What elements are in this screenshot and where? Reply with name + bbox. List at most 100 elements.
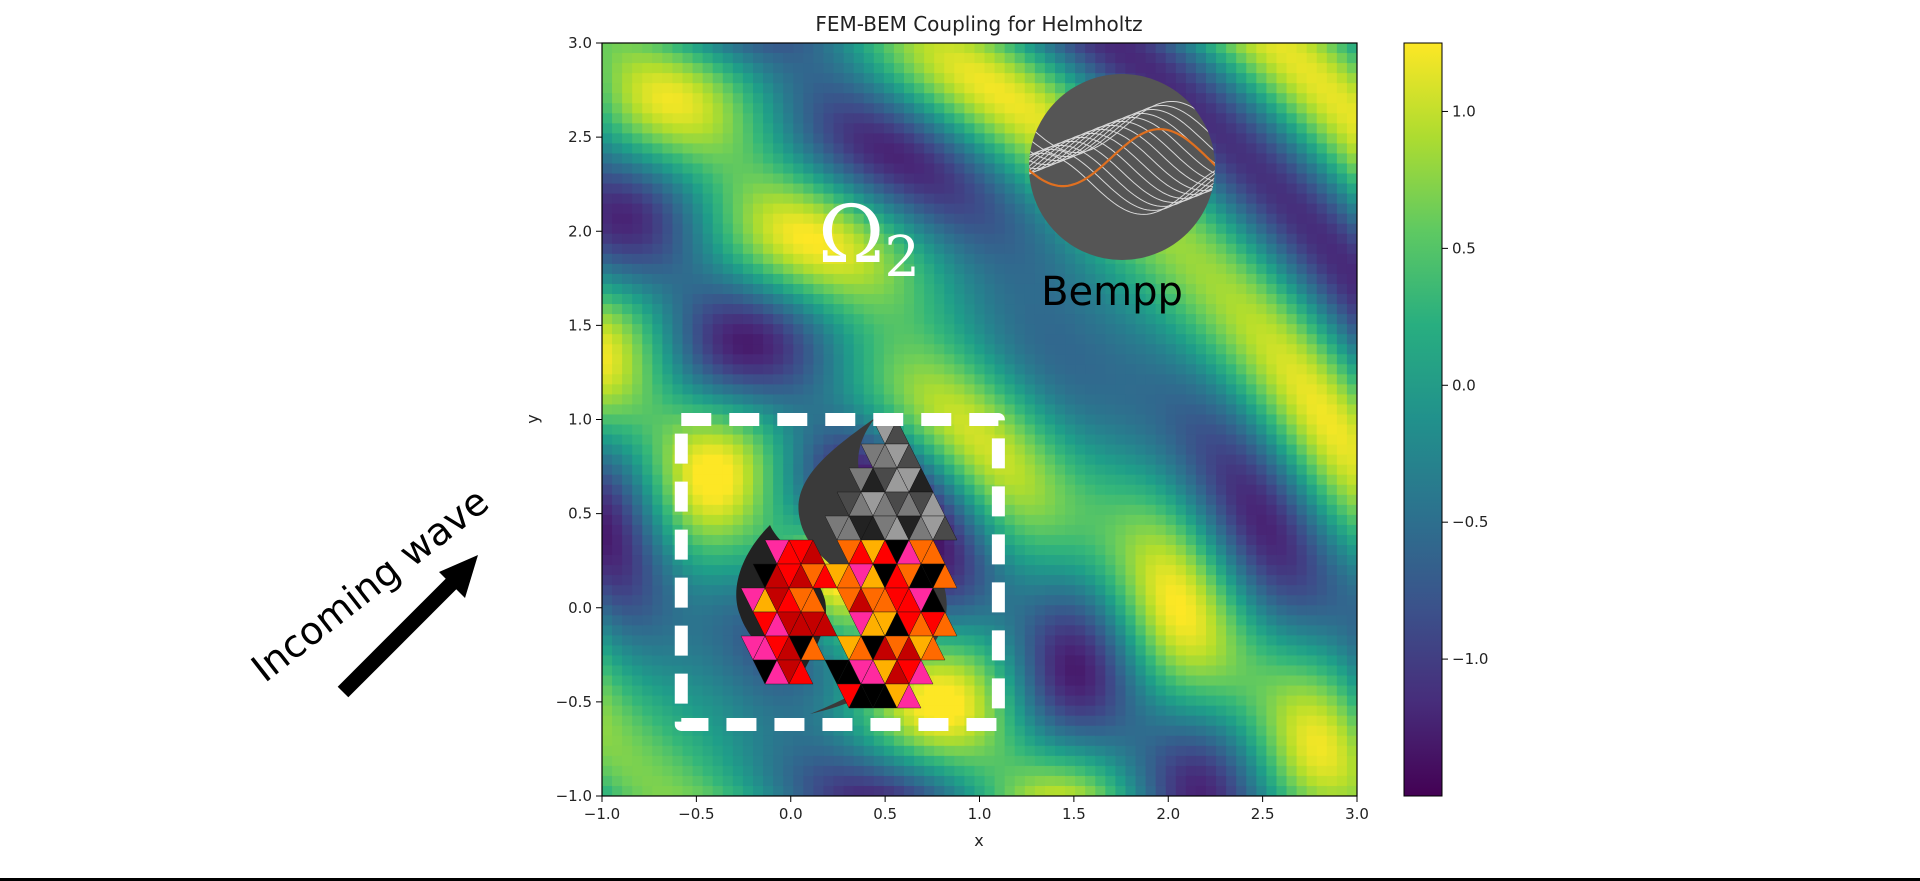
- heatmap-cell: [612, 213, 623, 225]
- heatmap-cell: [763, 183, 774, 195]
- heatmap-cell: [883, 765, 895, 777]
- heatmap-cell: [1105, 524, 1116, 536]
- heatmap-cell: [863, 364, 875, 375]
- heatmap-cell: [642, 775, 653, 787]
- heatmap-cell: [843, 203, 855, 215]
- heatmap-cell: [833, 294, 845, 305]
- heatmap-cell: [914, 63, 925, 74]
- heatmap-cell: [662, 615, 674, 626]
- heatmap-cell: [1165, 414, 1177, 426]
- heatmap-cell: [1055, 765, 1066, 777]
- heatmap-cell: [994, 153, 1006, 165]
- heatmap-cell: [1155, 775, 1167, 787]
- heatmap-cell: [1145, 755, 1157, 767]
- heatmap-cell: [773, 454, 784, 466]
- heatmap-cell: [853, 404, 865, 416]
- heatmap-cell: [732, 354, 744, 365]
- heatmap-cell: [1085, 645, 1096, 657]
- heatmap-cell: [944, 123, 955, 134]
- heatmap-cell: [1014, 625, 1026, 636]
- heatmap-cell: [1185, 555, 1197, 566]
- heatmap-cell: [662, 755, 674, 767]
- heatmap-cell: [732, 524, 744, 536]
- heatmap-cell: [934, 263, 945, 275]
- heatmap-cell: [974, 555, 986, 566]
- heatmap-cell: [1044, 514, 1056, 526]
- heatmap-cell: [994, 735, 1006, 747]
- heatmap-cell: [722, 203, 734, 215]
- heatmap-cell: [1004, 595, 1016, 606]
- heatmap-cell: [1216, 775, 1227, 787]
- heatmap-cell: [1095, 63, 1106, 74]
- heatmap-cell: [632, 213, 643, 225]
- heatmap-cell: [793, 83, 804, 94]
- heatmap-cell: [712, 585, 724, 596]
- heatmap-cell: [954, 223, 965, 235]
- heatmap-cell: [1175, 324, 1187, 335]
- heatmap-cell: [853, 73, 865, 84]
- heatmap-cell: [974, 283, 986, 295]
- heatmap-cell: [622, 645, 633, 657]
- heatmap-cell: [1055, 685, 1066, 697]
- heatmap-cell: [632, 725, 643, 737]
- heatmap-cell: [642, 263, 653, 275]
- heatmap-cell: [662, 273, 674, 285]
- heatmap-cell: [702, 263, 714, 275]
- heatmap-cell: [672, 263, 684, 275]
- heatmap-cell: [1115, 404, 1127, 416]
- heatmap-cell: [763, 43, 774, 54]
- heatmap-cell: [843, 424, 855, 436]
- heatmap-cell: [662, 464, 674, 476]
- heatmap-cell: [742, 153, 754, 165]
- heatmap-cell: [732, 735, 744, 747]
- heatmap-cell: [833, 384, 845, 395]
- heatmap-cell: [1085, 294, 1096, 305]
- heatmap-cell: [753, 725, 764, 737]
- heatmap-cell: [1055, 314, 1066, 325]
- heatmap-cell: [1206, 504, 1217, 516]
- heatmap-cell: [1004, 514, 1016, 526]
- heatmap-cell: [1135, 605, 1147, 616]
- heatmap-cell: [1195, 273, 1207, 285]
- heatmap-cell: [692, 464, 704, 476]
- heatmap-cell: [1115, 43, 1127, 54]
- heatmap-cell: [1236, 545, 1247, 556]
- heatmap-cell: [1266, 143, 1278, 155]
- heatmap-cell: [1034, 43, 1046, 54]
- heatmap-cell: [914, 103, 925, 114]
- heatmap-cell: [914, 173, 925, 185]
- heatmap-cell: [1065, 585, 1076, 596]
- heatmap-cell: [712, 183, 724, 195]
- heatmap-cell: [803, 233, 814, 245]
- heatmap-cell: [753, 715, 764, 727]
- heatmap-cell: [1014, 314, 1026, 325]
- heatmap-cell: [934, 545, 945, 556]
- heatmap-cell: [622, 153, 633, 165]
- heatmap-cell: [1075, 253, 1086, 265]
- heatmap-cell: [843, 725, 855, 737]
- heatmap-cell: [1014, 745, 1026, 757]
- heatmap-cell: [944, 253, 955, 265]
- heatmap-cell: [1175, 53, 1187, 64]
- heatmap-cell: [602, 203, 613, 215]
- heatmap-cell: [934, 273, 945, 285]
- heatmap-cell: [722, 705, 734, 717]
- heatmap-cell: [924, 474, 935, 486]
- heatmap-cell: [602, 123, 613, 134]
- heatmap-cell: [612, 374, 623, 385]
- heatmap-cell: [883, 775, 895, 787]
- heatmap-cell: [722, 635, 734, 646]
- heatmap-cell: [672, 283, 684, 295]
- heatmap-cell: [742, 384, 754, 395]
- heatmap-cell: [1024, 384, 1036, 395]
- heatmap-cell: [1014, 434, 1026, 446]
- heatmap-cell: [853, 775, 865, 787]
- heatmap-cell: [833, 705, 845, 717]
- heatmap-cell: [803, 304, 814, 315]
- heatmap-cell: [652, 685, 663, 697]
- heatmap-cell: [1236, 715, 1247, 727]
- heatmap-cell: [632, 233, 643, 245]
- heatmap-cell: [1256, 273, 1267, 285]
- heatmap-cell: [964, 43, 976, 54]
- heatmap-cell: [652, 324, 663, 335]
